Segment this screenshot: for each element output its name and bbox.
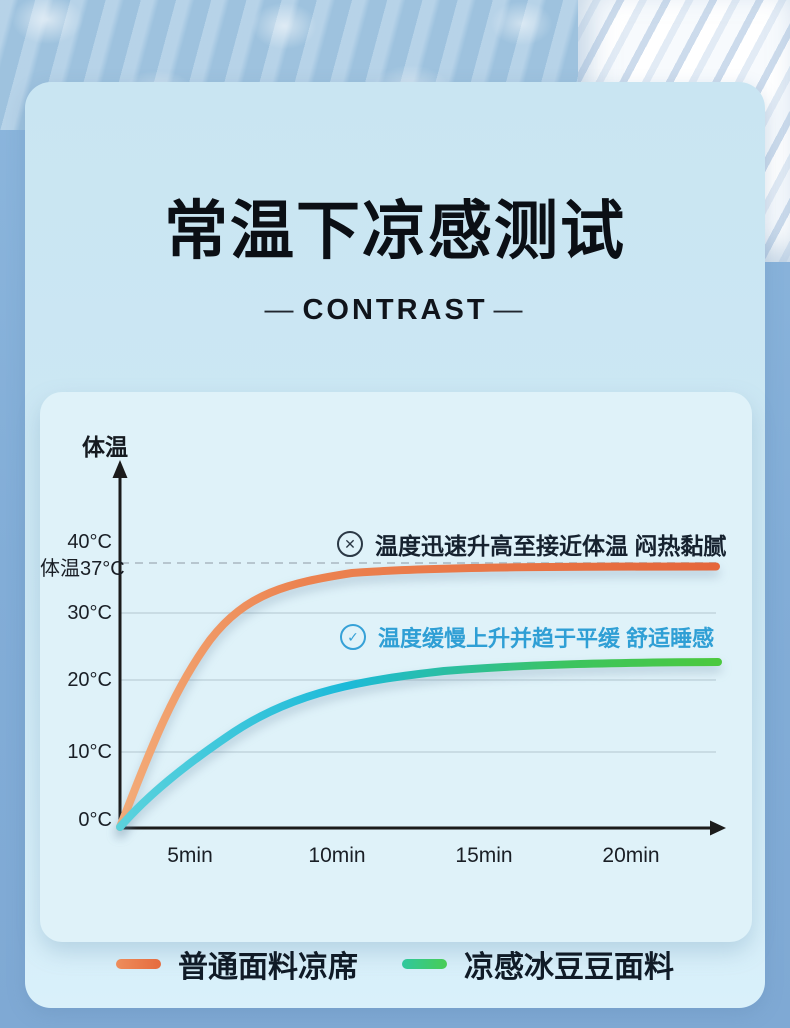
axes (112, 460, 726, 836)
main-panel: 常温下凉感测试 — CONTRAST — (25, 82, 765, 1008)
y-tick-20: 20°C (67, 669, 112, 691)
orange-line-swatch-icon (116, 959, 161, 969)
x-axis-arrow-icon (710, 820, 726, 836)
chart-legend: 普通面料凉席 凉感冰豆豆面料 (25, 944, 765, 984)
series-ordinary-fabric-curve (116, 562, 720, 831)
y-tick-0: 0°C (78, 809, 112, 831)
y-tick-10: 10°C (67, 741, 112, 763)
x-tick-15min: 15min (455, 844, 513, 867)
annotation-cooling-fabric: ✓ 温度缓慢上升并趋于平缓 舒适睡感 (340, 621, 714, 653)
subtitle: — CONTRAST — (25, 294, 765, 327)
legend-item-cooling-fabric: 凉感冰豆豆面料 (402, 942, 674, 986)
line-chart (112, 460, 726, 836)
cross-circle-icon: ✕ (337, 531, 363, 557)
annotation-text: 温度迅速升高至接近体温 闷热黏腻 (375, 533, 727, 559)
annotation-text: 温度缓慢上升并趋于平缓 舒适睡感 (378, 626, 715, 651)
series-cooling-fabric-curve (116, 658, 722, 831)
legend-label: 普通面料凉席 (178, 951, 358, 984)
gridlines (121, 612, 716, 753)
check-circle-icon: ✓ (340, 624, 366, 650)
x-tick-10min: 10min (308, 844, 366, 867)
y-tick-37: 体温37°C (40, 558, 125, 580)
green-line-swatch-icon (402, 959, 447, 969)
y-tick-30: 30°C (67, 602, 112, 624)
x-tick-5min: 5min (167, 844, 213, 867)
legend-item-ordinary-fabric: 普通面料凉席 (116, 942, 358, 986)
legend-label: 凉感冰豆豆面料 (464, 951, 674, 984)
subtitle-text: CONTRAST (302, 294, 488, 326)
x-tick-20min: 20min (602, 844, 660, 867)
subtitle-dash-right: — (493, 294, 526, 326)
subtitle-dash-left: — (264, 294, 297, 326)
y-tick-40: 40°C (67, 531, 112, 553)
y-axis-title: 体温 (82, 434, 128, 460)
page-title: 常温下凉感测试 (164, 195, 626, 267)
chart-card: 体温 40°C 体温37°C 30°C 20°C 10°C 0°C 5min 1… (40, 392, 752, 942)
annotation-ordinary-fabric: ✕ 温度迅速升高至接近体温 闷热黏腻 (337, 528, 726, 560)
y-axis-arrow-icon (112, 460, 128, 478)
